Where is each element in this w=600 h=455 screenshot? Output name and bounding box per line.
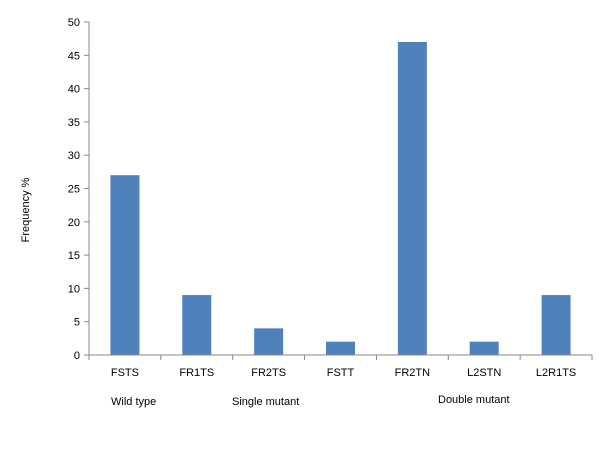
bar-l2r1ts [541,295,571,355]
x-tick-label: FSTT [327,367,355,379]
x-tick-label: FR1TS [179,367,214,379]
bar-fr1ts [182,295,212,355]
y-axis-ticks: 0 5 10 15 20 25 30 35 40 45 50 [68,17,89,362]
y-tick-label: 0 [74,350,80,362]
y-tick-label: 50 [68,17,80,29]
x-tick-label: FR2TS [251,367,286,379]
y-tick-label: 30 [68,150,80,162]
y-tick-label: 5 [74,317,80,329]
x-tick-label: FR2TN [395,367,431,379]
y-tick-label: 45 [68,50,80,62]
x-tick-label: L2R1TS [536,367,576,379]
y-tick-label: 10 [68,283,80,295]
y-tick-label: 15 [68,250,80,262]
y-tick-label: 25 [68,184,80,196]
group-label-wild-type: Wild type [111,396,157,408]
y-tick-label: 35 [68,117,80,129]
bar-fr2ts [254,328,284,355]
x-axis-labels: FSTS FR1TS FR2TS FSTT FR2TN L2STN L2R1TS [111,367,576,379]
bar-fr2tn [397,41,427,355]
y-axis-title: Frequency % [20,177,32,242]
x-tick-label: FSTS [111,367,139,379]
bar-fsts [110,175,140,355]
x-tick-label: L2STN [467,367,501,379]
x-axis-ticks [88,355,593,360]
y-tick-label: 20 [68,217,80,229]
bar-l2stn [469,341,499,355]
y-tick-label: 40 [68,84,80,96]
group-label-double-mutant: Double mutant [438,394,510,406]
bar-fstt [326,341,355,355]
group-label-single-mutant: Single mutant [232,396,300,408]
bars [110,41,571,355]
